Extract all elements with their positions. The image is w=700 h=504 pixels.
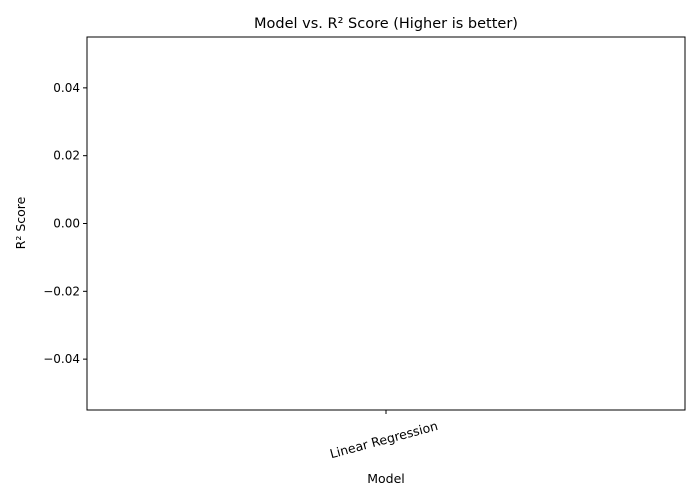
x-axis-label: Model [367,471,405,486]
y-tick-label: −0.02 [43,284,80,298]
y-tick-label: −0.04 [43,352,80,366]
y-axis-label: R² Score [13,196,28,249]
y-tick-label: 0.00 [53,217,80,231]
y-tick-label: 0.04 [53,81,80,95]
y-tick-label: 0.02 [53,149,80,163]
chart-title: Model vs. R² Score (Higher is better) [254,16,518,32]
y-axis-ticks: −0.04 −0.02 0.00 0.02 0.04 [43,81,87,366]
